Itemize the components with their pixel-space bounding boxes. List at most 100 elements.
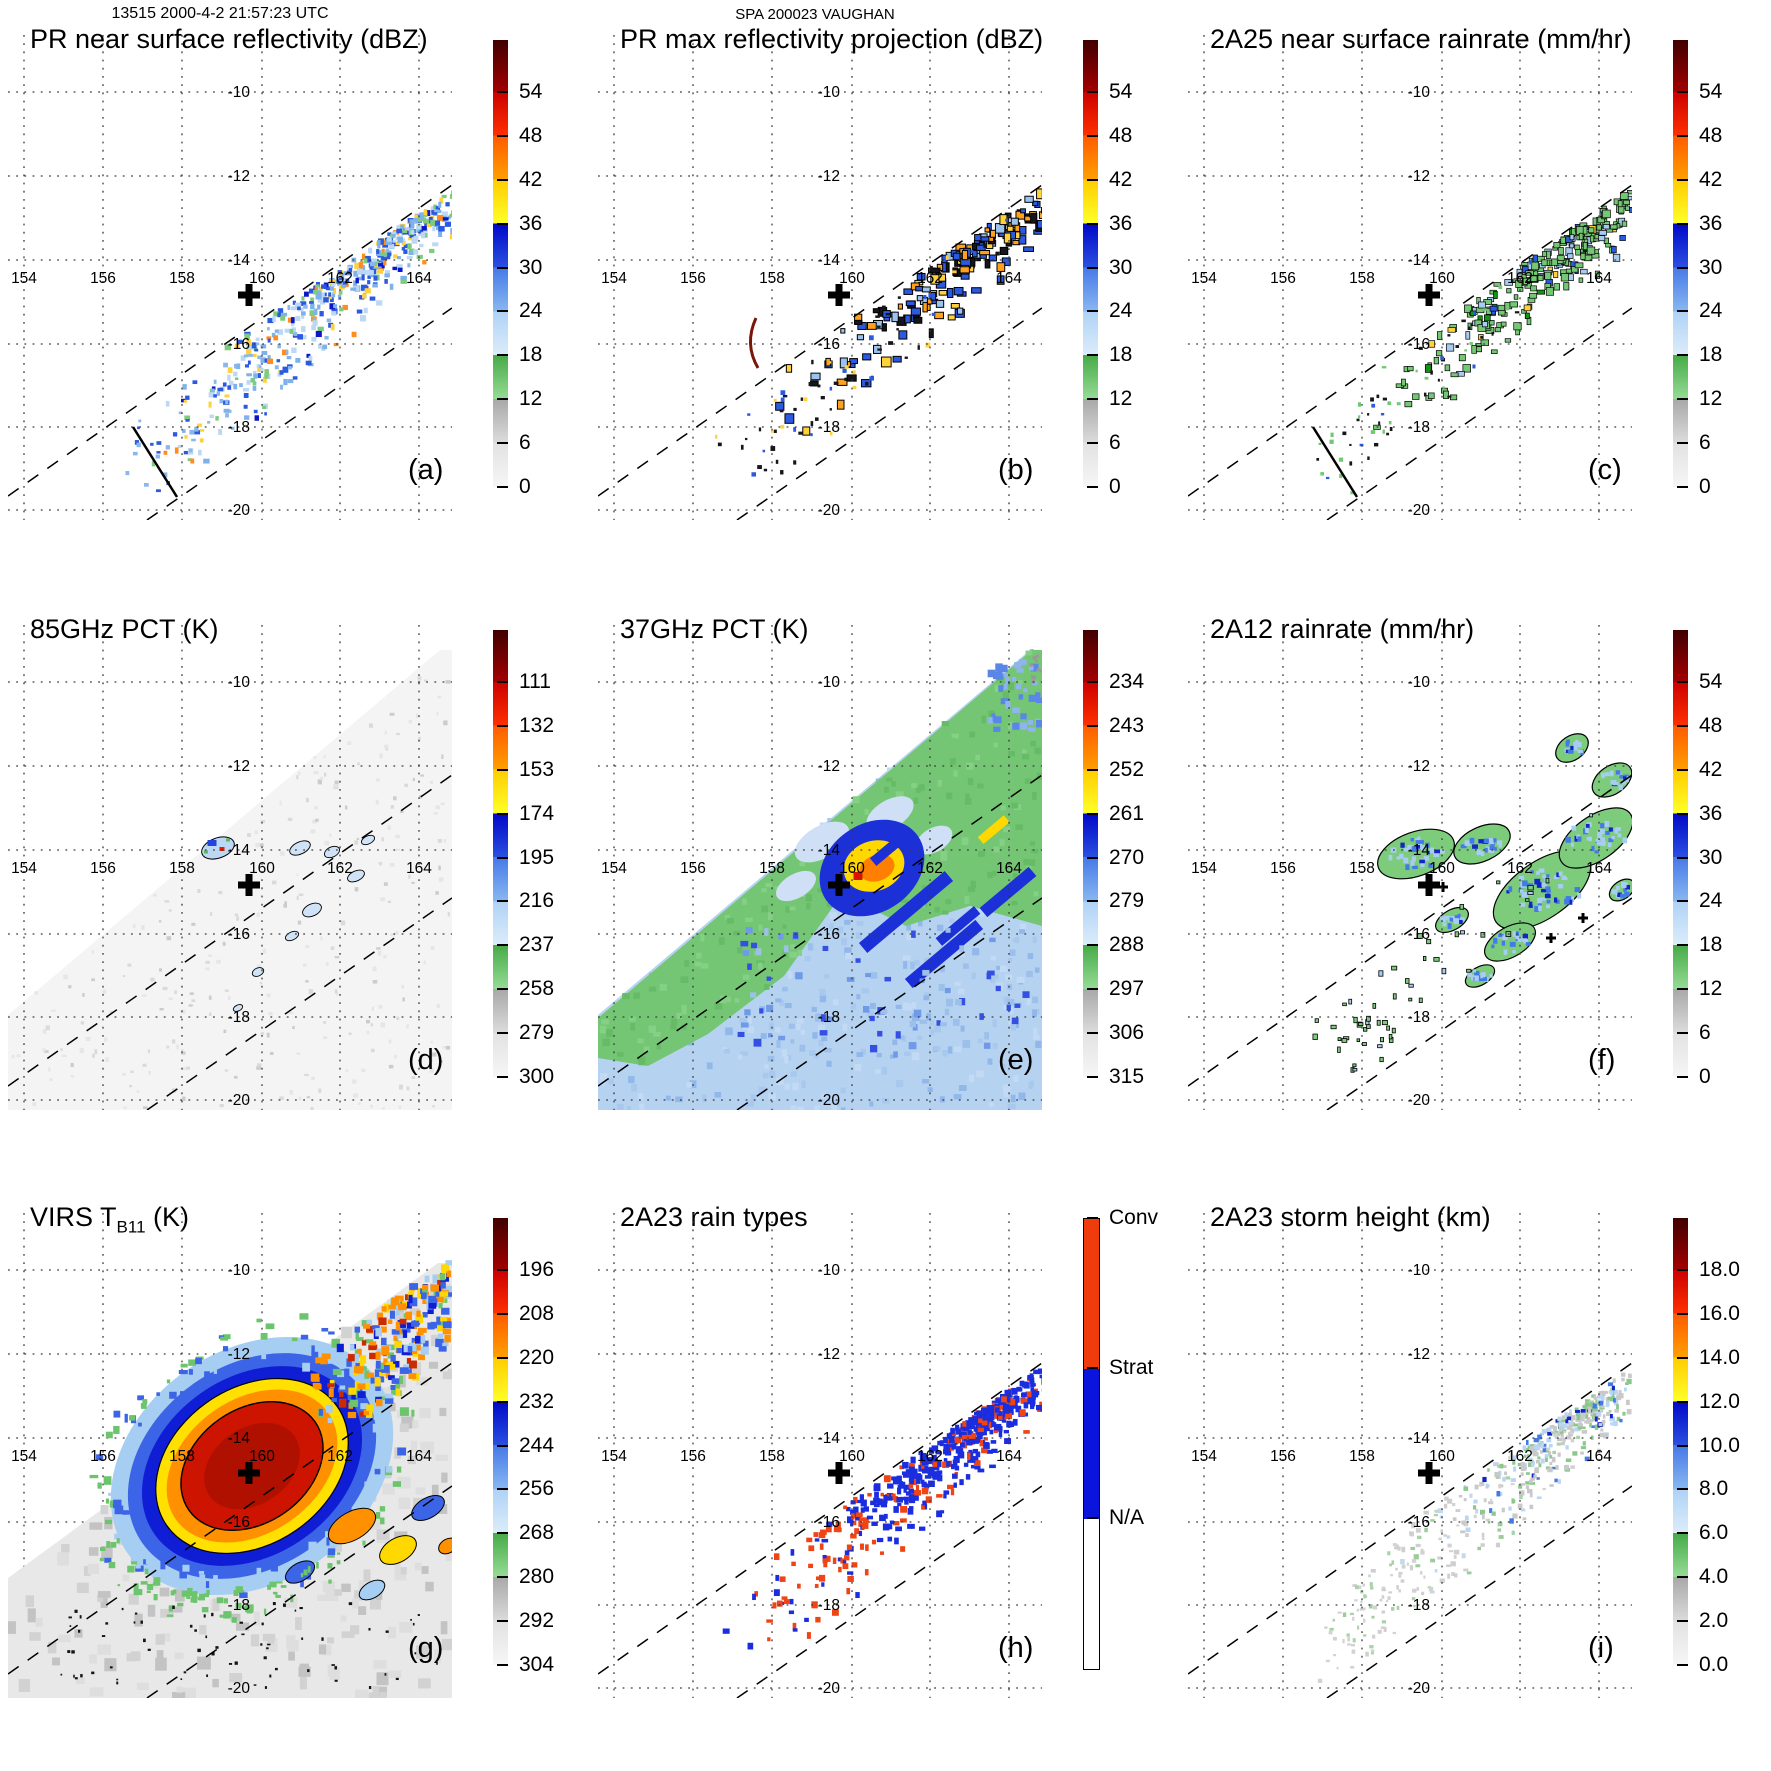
colorbar-gradient: [1083, 630, 1098, 1080]
colorbar-tick: [1677, 1488, 1688, 1491]
colorbar-tick: [497, 1532, 508, 1535]
colorbar-label: 306: [1109, 1021, 1145, 1045]
colorbar-tick: [497, 354, 508, 357]
colorbar-label: 292: [519, 1609, 555, 1633]
colorbar-label: 243: [1109, 713, 1145, 737]
swath-edge-lines: [8, 774, 452, 1110]
colorbar-h: [1083, 1218, 1100, 1670]
swath-edge-lines: [1188, 184, 1632, 520]
lat-label: -12: [228, 1346, 250, 1363]
precip-field: [8, 650, 452, 1110]
colorbar-label: 195: [519, 845, 555, 869]
colorbar-tick: [1677, 1269, 1688, 1271]
colorbar-label: 252: [1109, 757, 1145, 781]
colorbar-label: 132: [519, 713, 555, 737]
colorbar-tick: [1677, 354, 1688, 357]
colorbar-tick: [497, 1312, 508, 1315]
colorbar-tick: [497, 1269, 508, 1271]
colorbar-tick: [1087, 1517, 1098, 1519]
lon-label: 158: [169, 860, 195, 877]
colorbar-tick: [497, 1032, 508, 1035]
colorbar-tick: [497, 1663, 508, 1666]
colorbar-label: 196: [519, 1258, 555, 1281]
lat-label: -20: [818, 1680, 841, 1697]
graticule-labels: 154 156 158 160 162 164 -10 -12 -14 -16 -18 -20: [11, 674, 432, 1109]
panel-b-title: PR max reflectivity projection (dBZ): [620, 24, 1043, 55]
storm-center-marker: [238, 874, 260, 896]
lon-label: 162: [327, 1448, 353, 1465]
lon-label: 154: [11, 860, 37, 877]
panel-title-text: 2A12 rainrate (mm/hr): [1210, 614, 1475, 644]
lat-label: -14: [228, 842, 251, 859]
colorbar-label: 0: [1109, 474, 1121, 498]
lat-label: -12: [228, 758, 250, 775]
colorbar-label: 12: [519, 387, 543, 411]
panel-title-text: (K): [145, 1202, 190, 1232]
colorbar-label: Strat: [1109, 1356, 1154, 1379]
lon-label: 156: [90, 270, 116, 287]
lat-label: -10: [1408, 84, 1431, 101]
colorbar-tick: [497, 812, 508, 815]
colorbar-tick: [1677, 1312, 1688, 1315]
colorbar-tick: [497, 944, 508, 947]
colorbar-c: [1673, 40, 1688, 490]
panel-c: 2A25 near surface rainrate (mm/hr) 154 156…: [1180, 0, 1770, 588]
colorbar-label: 36: [519, 211, 543, 235]
lat-label: -16: [1408, 926, 1430, 943]
lon-label: 156: [1270, 1448, 1296, 1465]
lat-label: -16: [818, 926, 840, 943]
panel-letter-f: (f): [1588, 1044, 1616, 1076]
colorbar-label: 279: [519, 1021, 555, 1045]
colorbar-tick: [1087, 266, 1098, 269]
colorbar-tick: [1677, 900, 1688, 903]
panel-title-text: PR max reflectivity projection (dBZ): [620, 24, 1044, 54]
lon-label: 164: [1586, 860, 1612, 877]
graticule-labels: 154 156 158 160 162 164 -10 -12 -14 -16 -18 -20: [11, 84, 432, 519]
lat-label: -14: [818, 1430, 841, 1447]
lon-label: 162: [917, 1448, 943, 1465]
colorbar-i: [1673, 1218, 1688, 1668]
panel-letter-c: (c): [1588, 454, 1622, 486]
lon-label: 160: [839, 270, 865, 287]
lat-label: -18: [228, 1597, 250, 1614]
colorbar-tick: [497, 1488, 508, 1491]
colorbar-label: 216: [519, 889, 555, 913]
colorbar-tick: [1677, 988, 1688, 991]
colorbar-segment-strat: [1084, 1369, 1099, 1519]
colorbar-tick: [1087, 1367, 1098, 1369]
colorbar-tick: [1677, 681, 1688, 683]
storm-center-marker: [828, 284, 850, 306]
precip-field: [1317, 1372, 1632, 1683]
colorbar-label: 24: [519, 299, 543, 323]
precip-field: [598, 649, 1042, 1110]
colorbar-label: 36: [1109, 211, 1133, 235]
lon-label: 162: [917, 860, 943, 877]
panel-a-title: PR near surface reflectivity (dBZ): [30, 24, 428, 55]
lat-label: -10: [1408, 1262, 1431, 1279]
lat-label: -16: [818, 1514, 840, 1531]
lat-label: -10: [818, 84, 841, 101]
colorbar-label: 304: [519, 1652, 555, 1676]
lat-label: -20: [1408, 502, 1431, 519]
colorbar-tick: [1087, 134, 1098, 137]
colorbar-label: 10.0: [1699, 1433, 1740, 1457]
lon-label: 158: [1349, 860, 1375, 877]
lat-label: -18: [1408, 419, 1430, 436]
lat-label: -10: [228, 84, 251, 101]
panel-title-text: 2A23 storm height (km): [1210, 1202, 1491, 1232]
lat-label: -18: [818, 419, 840, 436]
colorbar-label: 280: [519, 1565, 555, 1589]
colorbar-tick: [1087, 398, 1098, 401]
graticule-labels: 154 156 158 160 162 164 -10 -12 -14 -16 -18 -20: [11, 1262, 432, 1697]
lat-label: -12: [818, 1346, 840, 1363]
swath-edge-lines: [598, 1362, 1042, 1698]
lat-label: -20: [818, 1092, 841, 1109]
colorbar-label: 30: [1699, 845, 1723, 869]
lon-label: 164: [406, 270, 432, 287]
colorbar-tick: [1677, 944, 1688, 947]
colorbar-tick: [1677, 485, 1688, 488]
lat-label: -10: [228, 1262, 251, 1279]
colorbar-label: 16.0: [1699, 1301, 1740, 1325]
colorbar-tick: [1087, 724, 1098, 727]
panel-letter-d: (d): [408, 1044, 444, 1076]
